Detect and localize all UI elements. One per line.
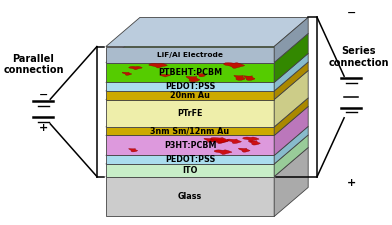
Polygon shape — [106, 100, 274, 127]
Polygon shape — [106, 126, 308, 155]
Polygon shape — [243, 137, 259, 141]
Polygon shape — [106, 155, 274, 164]
Text: PEDOT:PSS: PEDOT:PSS — [165, 155, 215, 164]
Text: PEDOT:PSS: PEDOT:PSS — [165, 82, 215, 91]
Polygon shape — [214, 150, 232, 155]
Text: ITO: ITO — [182, 166, 198, 175]
Polygon shape — [106, 83, 274, 91]
Polygon shape — [160, 74, 171, 77]
Polygon shape — [274, 62, 308, 100]
Polygon shape — [149, 63, 167, 68]
Polygon shape — [234, 75, 245, 80]
Text: Glass: Glass — [178, 192, 202, 201]
Polygon shape — [186, 76, 200, 82]
Polygon shape — [204, 138, 216, 142]
Text: +: + — [38, 123, 48, 133]
Polygon shape — [122, 72, 132, 75]
Polygon shape — [210, 139, 229, 144]
Text: Series
connection: Series connection — [328, 46, 389, 68]
Polygon shape — [106, 135, 274, 155]
Polygon shape — [129, 66, 142, 70]
Polygon shape — [274, 34, 308, 83]
Polygon shape — [106, 18, 308, 47]
Polygon shape — [274, 126, 308, 164]
Polygon shape — [243, 76, 255, 80]
Polygon shape — [223, 63, 245, 68]
Polygon shape — [196, 74, 205, 77]
Polygon shape — [106, 34, 308, 63]
Polygon shape — [106, 98, 308, 127]
Text: +: + — [347, 178, 356, 188]
Polygon shape — [274, 18, 308, 63]
Text: Parallel
connection: Parallel connection — [3, 54, 64, 75]
Polygon shape — [106, 148, 308, 177]
Polygon shape — [106, 47, 274, 63]
Polygon shape — [106, 106, 308, 135]
Polygon shape — [238, 148, 250, 152]
Polygon shape — [106, 70, 308, 100]
Polygon shape — [274, 106, 308, 155]
Polygon shape — [274, 53, 308, 91]
Text: −: − — [347, 8, 356, 18]
Polygon shape — [274, 98, 308, 135]
Polygon shape — [274, 148, 308, 216]
Text: −: − — [38, 90, 48, 100]
Text: P3HT:PCBM: P3HT:PCBM — [164, 141, 216, 150]
Polygon shape — [106, 135, 308, 164]
Polygon shape — [211, 137, 229, 143]
Polygon shape — [227, 139, 241, 144]
Polygon shape — [106, 91, 274, 100]
Text: 20nm Au: 20nm Au — [170, 91, 210, 100]
Polygon shape — [106, 127, 274, 135]
Polygon shape — [106, 177, 274, 216]
Polygon shape — [274, 70, 308, 127]
Polygon shape — [106, 62, 308, 91]
Polygon shape — [129, 148, 138, 152]
Text: 3nm Sm/12nm Au: 3nm Sm/12nm Au — [151, 127, 230, 136]
Polygon shape — [106, 63, 274, 83]
Polygon shape — [248, 141, 260, 145]
Polygon shape — [106, 164, 274, 177]
Text: LiF/Al Electrode: LiF/Al Electrode — [157, 52, 223, 58]
Text: PTBEHT:PCBM: PTBEHT:PCBM — [158, 68, 222, 77]
Polygon shape — [274, 135, 308, 177]
Text: PTrFE: PTrFE — [177, 109, 203, 118]
Polygon shape — [106, 53, 308, 83]
